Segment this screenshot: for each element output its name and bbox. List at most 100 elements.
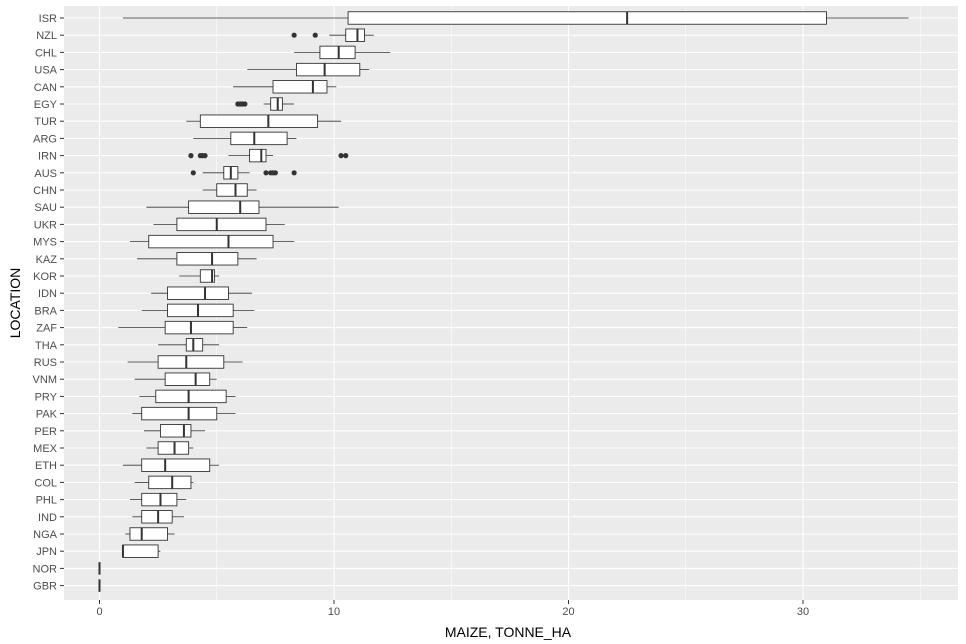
box-chl	[294, 45, 391, 60]
y-tick-label: NGA	[33, 529, 58, 541]
box-body	[199, 114, 319, 128]
box-body	[345, 28, 365, 42]
box-body	[157, 441, 190, 455]
y-tick-label: KAZ	[36, 254, 58, 266]
box-body	[249, 148, 267, 163]
box-ukr	[153, 217, 285, 232]
box-body	[188, 200, 260, 214]
y-tick-label: COL	[34, 477, 57, 489]
box-body	[167, 303, 234, 318]
outlier-point	[202, 153, 208, 159]
box-chn	[202, 183, 257, 197]
box-body	[148, 234, 274, 249]
box-body	[296, 62, 361, 77]
y-tick-label: GBR	[33, 581, 57, 593]
box-ind	[132, 510, 184, 524]
box-irn	[188, 148, 349, 163]
x-tick-label: 10	[328, 606, 340, 618]
y-tick-label: UKR	[34, 219, 57, 231]
x-tick-label: 0	[96, 606, 102, 618]
outlier-point	[291, 32, 297, 38]
outlier-point	[242, 101, 248, 107]
box-pak	[132, 406, 236, 421]
box-body	[216, 183, 248, 197]
box-body	[164, 372, 211, 386]
box-per	[144, 424, 206, 438]
box-body	[176, 217, 267, 232]
box-idn	[151, 286, 252, 300]
x-axis-title: MAIZE, TONNE_HA	[445, 624, 572, 640]
y-tick-label: VNM	[33, 374, 57, 386]
box-bra	[141, 303, 255, 318]
x-tick-label: 30	[797, 606, 809, 618]
box-sau	[146, 200, 339, 214]
box-body	[141, 510, 173, 524]
y-tick-label: NZL	[36, 30, 57, 42]
outlier-point	[343, 153, 349, 159]
box-body	[230, 131, 288, 146]
outlier-point	[188, 153, 194, 159]
box-kaz	[137, 252, 257, 266]
y-tick-label: PAK	[36, 409, 58, 421]
outlier-point	[263, 170, 269, 176]
outlier-point	[272, 170, 278, 176]
box-aus	[190, 166, 297, 180]
box-mys	[129, 234, 295, 249]
y-tick-label: JPN	[36, 546, 57, 558]
box-body	[141, 406, 218, 421]
y-tick-label: RUS	[34, 357, 57, 369]
box-eth	[122, 458, 220, 472]
outlier-point	[338, 153, 344, 159]
y-tick-label: MYS	[33, 237, 57, 249]
box-body	[160, 424, 192, 438]
box-rus	[127, 355, 243, 369]
y-axis-title: LOCATION	[7, 268, 23, 339]
box-mex	[146, 441, 194, 455]
box-usa	[247, 62, 370, 77]
box-body	[176, 252, 239, 266]
box-body	[164, 320, 234, 335]
box-zaf	[118, 320, 248, 335]
box-kor	[179, 269, 220, 283]
box-col	[134, 475, 194, 490]
box-body	[199, 269, 215, 283]
box-isr	[122, 11, 909, 25]
box-body	[347, 11, 827, 25]
y-tick-labels: ISR NZL CHL USA CAN EGY TUR ARG IRN AUS CHN SAU UKR M…	[33, 13, 64, 593]
y-tick-label: SAU	[34, 202, 57, 214]
box-body	[155, 389, 227, 404]
box-nzl	[291, 28, 374, 42]
outlier-point	[312, 32, 318, 38]
box-arg	[193, 131, 297, 146]
box-body	[157, 355, 225, 369]
box-tur	[186, 114, 342, 128]
box-body	[141, 492, 178, 507]
x-tick-label: 20	[562, 606, 574, 618]
marks-layer	[98, 11, 909, 592]
y-tick-label: MEX	[33, 443, 58, 455]
box-body	[319, 45, 356, 60]
y-tick-label: ARG	[33, 133, 57, 145]
y-tick-label: EGY	[34, 99, 58, 111]
box-body	[129, 527, 168, 541]
y-tick-label: IRN	[38, 151, 57, 163]
box-body	[272, 80, 328, 94]
box-body	[122, 544, 159, 558]
box-vnm	[134, 372, 217, 386]
y-tick-label: ISR	[39, 13, 57, 25]
box-egy	[235, 97, 295, 111]
box-pry	[139, 389, 236, 404]
x-tick-labels: 0 10 20 30	[96, 600, 809, 618]
plot-panel	[64, 6, 958, 600]
y-tick-label: NOR	[33, 563, 58, 575]
y-tick-label: PER	[34, 426, 57, 438]
box-nga	[125, 527, 175, 541]
outlier-point	[291, 170, 297, 176]
box-body	[148, 475, 192, 490]
y-tick-label: KOR	[33, 271, 57, 283]
y-tick-label: ZAF	[36, 323, 57, 335]
y-tick-label: AUS	[34, 168, 57, 180]
box-phl	[129, 492, 187, 507]
box-body	[141, 458, 211, 472]
